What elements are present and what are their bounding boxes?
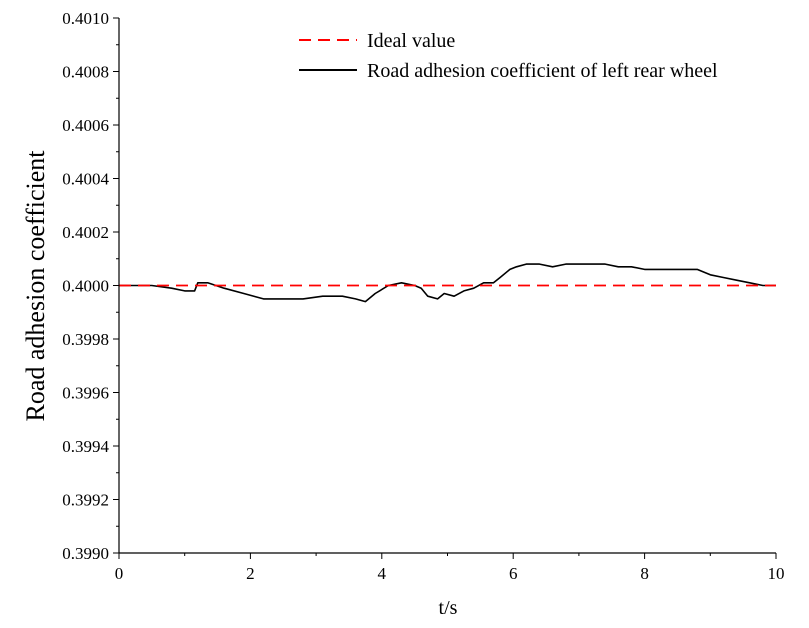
series-line-left-rear-wheel — [119, 263, 776, 303]
x-tick-label: 0 — [115, 564, 124, 583]
y-tick-label: 0.3992 — [62, 491, 109, 510]
y-tick-label: 0.4000 — [62, 277, 109, 296]
legend-label-ideal-value: Ideal value — [367, 30, 455, 52]
x-tick-label: 2 — [246, 564, 255, 583]
y-ticks: 0.3990 0.3992 0.3994 0.3996 0.3998 0.4000 0.40… — [62, 9, 119, 563]
x-tick-label: 10 — [768, 564, 785, 583]
y-tick-label: 0.3998 — [62, 330, 109, 349]
y-tick-label: 0.4010 — [62, 9, 109, 28]
x-tick-label: 6 — [509, 564, 518, 583]
y-tick-label: 0.3996 — [62, 384, 109, 403]
y-tick-label: 0.4004 — [62, 170, 109, 189]
x-ticks: 0 2 4 6 8 10 — [115, 553, 785, 583]
x-tick-label: 8 — [640, 564, 649, 583]
x-axis-title: t/s — [439, 597, 458, 619]
y-tick-label: 0.4006 — [62, 116, 109, 135]
x-tick-label: 4 — [378, 564, 387, 583]
y-tick-label: 0.3990 — [62, 544, 109, 563]
y-tick-label: 0.4008 — [62, 63, 109, 82]
y-tick-label: 0.3994 — [62, 437, 109, 456]
series-lines — [119, 263, 776, 303]
legend: Ideal value Road adhesion coefficient of… — [299, 30, 718, 82]
legend-label-left-rear-wheel: Road adhesion coefficient of left rear w… — [367, 60, 718, 82]
y-axis-title: Road adhesion coefficient — [21, 150, 50, 422]
y-tick-label: 0.4002 — [62, 223, 109, 242]
